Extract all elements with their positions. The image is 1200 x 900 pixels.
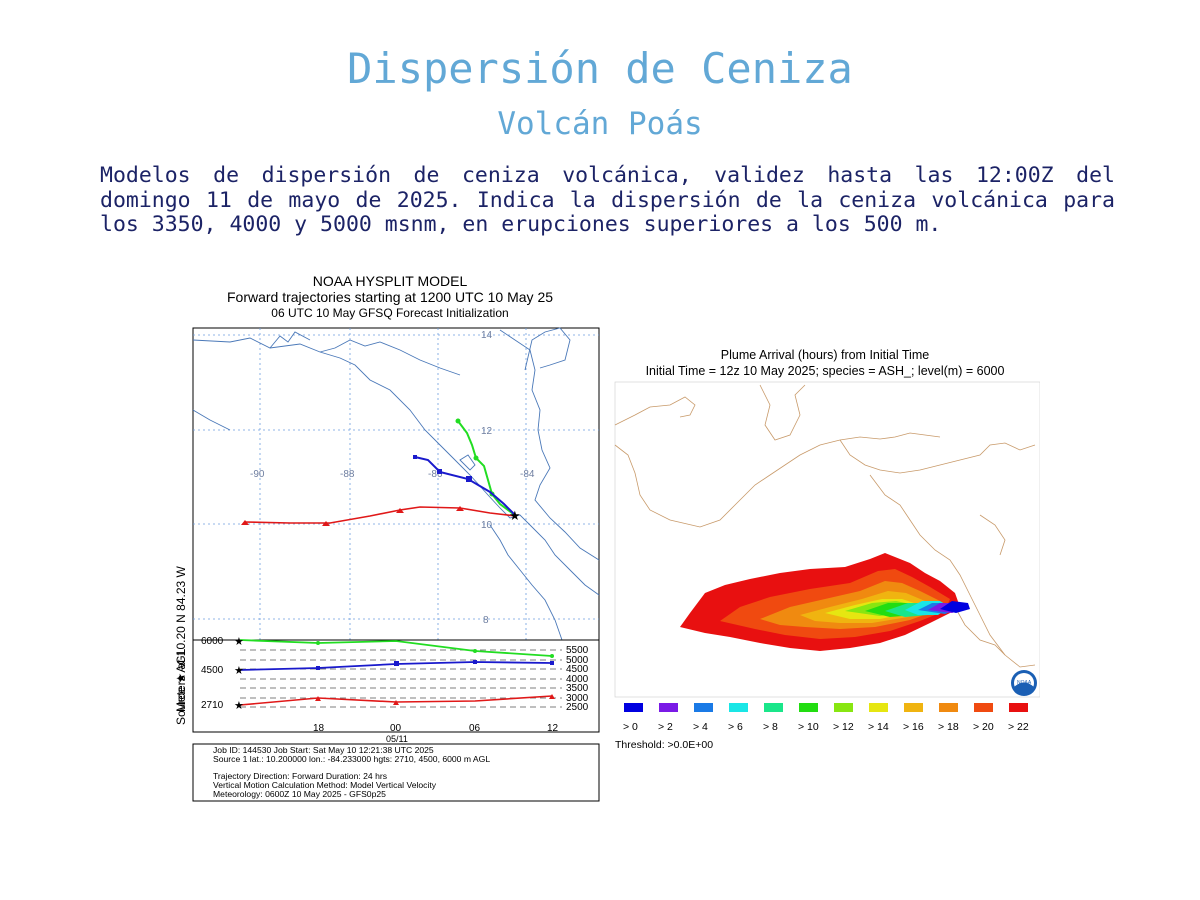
legend-swatch-6	[834, 703, 853, 712]
info-line-3: Trajectory Direction: Forward Duration: …	[213, 771, 387, 781]
height-right-2: 5000	[566, 655, 589, 666]
lon-label-3: -86	[428, 469, 443, 480]
height-frame	[192, 639, 600, 733]
plume-shape	[680, 553, 970, 651]
legend-label-6: > 12	[833, 721, 854, 733]
threshold-label: Threshold: >0.0E+00	[615, 739, 713, 751]
info-line-2: Source 1 lat.: 10.200000 lon.: -84.23300…	[213, 754, 490, 764]
info-line-5: Meteorology: 0600Z 10 May 2025 - GFS0p25	[213, 789, 386, 799]
legend-label-10: > 20	[973, 721, 994, 733]
height-star-2: ★	[234, 664, 244, 677]
trajectory-title-2: Forward trajectories starting at 1200 UT…	[226, 289, 554, 305]
plume-title-1: Plume Arrival (hours) from Initial Time	[720, 348, 930, 362]
legend-swatch-5	[799, 703, 818, 712]
noaa-logo: NOAA	[1011, 670, 1037, 696]
plume-panel: Plume Arrival (hours) from Initial Time …	[610, 345, 1040, 755]
legend-swatch-4	[764, 703, 783, 712]
height-left-3: 2710	[201, 700, 224, 711]
height-right-4: 4000	[566, 674, 589, 685]
trajectory-4500-path	[413, 455, 517, 517]
legend-label-8: > 16	[903, 721, 924, 733]
legend-label-7: > 14	[868, 721, 889, 733]
height-star-3: ★	[234, 699, 244, 712]
trajectory-title-3: 06 UTC 10 May GFSQ Forecast Initializati…	[271, 306, 509, 320]
legend-label-5: > 10	[798, 721, 819, 733]
time-label-1: 18	[313, 723, 325, 734]
info-line-1: Job ID: 144530 Job Start: Sat May 10 12:…	[213, 745, 434, 755]
legend-label-11: > 22	[1008, 721, 1029, 733]
time-label-2: 00	[390, 723, 402, 734]
legend-label-4: > 8	[763, 721, 778, 733]
height-right-1: 5500	[566, 645, 589, 656]
height-6000-line	[239, 639, 554, 658]
legend-swatch-8	[904, 703, 923, 712]
height-left-1: 6000	[201, 636, 224, 647]
legend-swatch-2	[694, 703, 713, 712]
height-star-1: ★	[234, 635, 244, 648]
plume-legend: > 0 > 2 > 4 > 6 > 8 > 10 > 12 > 14 > 16 …	[623, 703, 1029, 733]
time-label-4: 12	[547, 723, 559, 734]
page-title: Dispersión de Ceniza	[347, 44, 853, 93]
legend-swatch-11	[1009, 703, 1028, 712]
info-line-4: Vertical Motion Calculation Method: Mode…	[213, 780, 437, 790]
legend-label-1: > 2	[658, 721, 673, 733]
page-subtitle: Volcán Poás	[497, 106, 703, 142]
trajectory-chart: Source ★ at 10.20 N 84.23 W Meters AGL -…	[174, 327, 600, 802]
legend-swatch-7	[869, 703, 888, 712]
description-text: Modelos de dispersión de ceniza volcánic…	[100, 163, 1115, 237]
height-axis-label: Meters AGL	[174, 648, 188, 712]
legend-swatch-0	[624, 703, 643, 712]
map-coastline	[192, 327, 600, 641]
date-label: 05/11	[386, 734, 408, 744]
trajectory-panel: NOAA HYSPLIT MODEL Forward trajectories …	[170, 270, 610, 810]
plume-title-2: Initial Time = 12z 10 May 2025; species …	[645, 364, 1005, 378]
lon-label-4: -84	[520, 469, 535, 480]
height-right-5: 3500	[566, 683, 589, 694]
legend-swatch-10	[974, 703, 993, 712]
legend-label-2: > 4	[693, 721, 708, 733]
legend-swatch-9	[939, 703, 958, 712]
height-left-2: 4500	[201, 665, 224, 676]
noaa-logo-text: NOAA	[1017, 680, 1032, 686]
height-right-7: 2500	[566, 702, 589, 713]
trajectory-title-1: NOAA HYSPLIT MODEL	[312, 273, 468, 289]
height-right-3: 4500	[566, 664, 589, 675]
lat-label-4: 8	[483, 615, 489, 626]
legend-label-3: > 6	[728, 721, 743, 733]
info-frame	[192, 743, 600, 802]
lat-label-1: 14	[481, 330, 493, 341]
lon-label-1: -90	[250, 469, 265, 480]
source-star: ★	[509, 509, 521, 524]
lat-label-2: 12	[481, 426, 493, 437]
time-label-3: 06	[469, 723, 481, 734]
legend-label-0: > 0	[623, 721, 638, 733]
height-gridlines	[240, 649, 562, 708]
lat-label-3: 10	[481, 520, 493, 531]
height-right-6: 3000	[566, 693, 589, 704]
source-label: Source ★ at 10.20 N 84.23 W	[174, 565, 188, 725]
trajectory-2710-path	[241, 506, 517, 526]
height-4500-line	[239, 660, 554, 671]
legend-swatch-1	[659, 703, 678, 712]
plume-chart: NOAA > 0 > 2 > 4 > 6 > 8 > 10 > 12	[614, 381, 1040, 751]
map-frame	[192, 327, 600, 641]
legend-swatch-3	[729, 703, 748, 712]
legend-label-9: > 18	[938, 721, 959, 733]
map-grid	[193, 328, 599, 640]
height-2710-line	[239, 694, 555, 706]
lon-label-2: -88	[340, 469, 355, 480]
